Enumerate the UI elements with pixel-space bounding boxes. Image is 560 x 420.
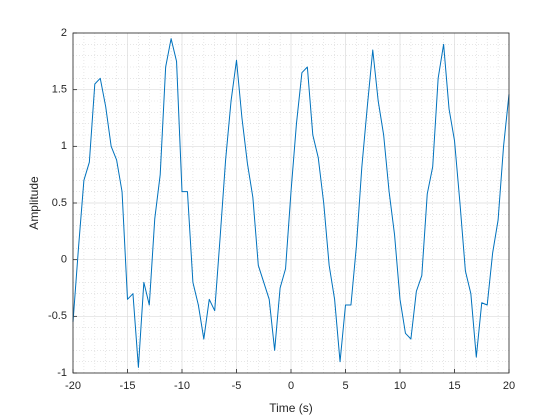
x-tick-label: -5 xyxy=(232,380,242,392)
y-tick-label: 1 xyxy=(61,140,67,152)
x-tick-label: 20 xyxy=(503,380,515,392)
data-line xyxy=(72,38,510,368)
x-tick-label: -10 xyxy=(174,380,190,392)
y-axis-label: Amplitude xyxy=(27,176,41,230)
y-tick-label: 0 xyxy=(61,254,67,266)
x-tick-label: 0 xyxy=(288,380,294,392)
x-axis-label: Time (s) xyxy=(269,401,313,415)
y-tick-label: 1.5 xyxy=(52,84,67,96)
x-tick-label: 15 xyxy=(448,380,460,392)
x-tick-label: -20 xyxy=(65,380,81,392)
x-tick-label: 10 xyxy=(394,380,406,392)
y-tick-label: 2 xyxy=(61,27,67,39)
x-tick-label: 5 xyxy=(342,380,348,392)
axes-box xyxy=(72,32,510,374)
y-tick-label: 0.5 xyxy=(52,197,67,209)
x-tick-label: -15 xyxy=(120,380,136,392)
y-tick-label: -0.5 xyxy=(48,310,67,322)
y-tick-label: -1 xyxy=(57,367,67,379)
plot-area xyxy=(72,38,510,368)
grid xyxy=(72,32,510,374)
